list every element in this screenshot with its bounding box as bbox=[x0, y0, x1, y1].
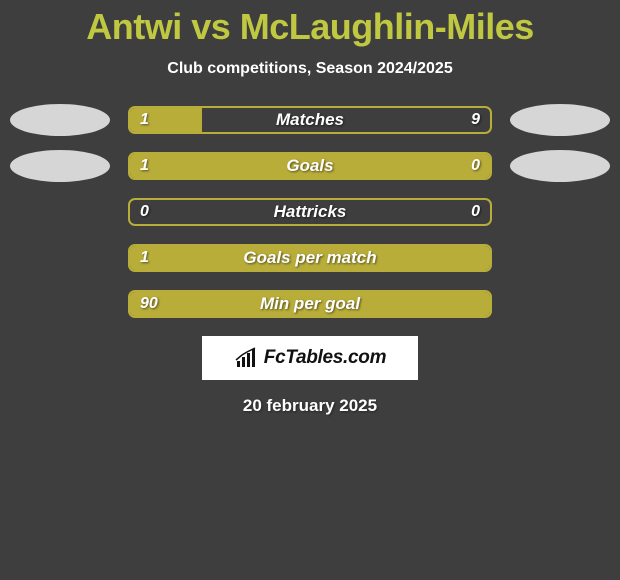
stat-bar: 1Goals per match bbox=[128, 244, 492, 272]
bar-chart-icon bbox=[234, 347, 258, 369]
stat-bar: 10Goals bbox=[128, 152, 492, 180]
stat-bar: 00Hattricks bbox=[128, 198, 492, 226]
player-avatar-right[interactable] bbox=[510, 150, 610, 182]
stat-label: Hattricks bbox=[130, 200, 490, 224]
stat-label: Min per goal bbox=[130, 292, 490, 316]
logo-text: FcTables.com bbox=[264, 347, 386, 369]
stat-row: 1Goals per match bbox=[0, 244, 620, 272]
player-avatar-left bbox=[10, 288, 110, 320]
player-avatar-left bbox=[10, 242, 110, 274]
player-avatar-right[interactable] bbox=[510, 104, 610, 136]
player-avatar-left[interactable] bbox=[10, 150, 110, 182]
date-text: 20 february 2025 bbox=[0, 396, 620, 416]
player-avatar-left[interactable] bbox=[10, 104, 110, 136]
comparison-widget: Antwi vs McLaughlin-Miles Club competiti… bbox=[0, 0, 620, 580]
stat-row: 19Matches bbox=[0, 106, 620, 134]
logo-box[interactable]: FcTables.com bbox=[202, 336, 418, 380]
stat-row: 00Hattricks bbox=[0, 198, 620, 226]
stat-bar: 19Matches bbox=[128, 106, 492, 134]
page-title: Antwi vs McLaughlin-Miles bbox=[0, 0, 620, 48]
player-avatar-left bbox=[10, 196, 110, 228]
stat-label: Goals bbox=[130, 154, 490, 178]
stat-label: Goals per match bbox=[130, 246, 490, 270]
stat-rows: 19Matches 10Goals 00Hattricks 1Goals per ma… bbox=[0, 106, 620, 318]
subtitle: Club competitions, Season 2024/2025 bbox=[0, 60, 620, 78]
stat-row: 90Min per goal bbox=[0, 290, 620, 318]
player-avatar-right bbox=[510, 242, 610, 274]
stat-bar: 90Min per goal bbox=[128, 290, 492, 318]
stat-row: 10Goals bbox=[0, 152, 620, 180]
player-avatar-right bbox=[510, 196, 610, 228]
player-avatar-right bbox=[510, 288, 610, 320]
stat-label: Matches bbox=[130, 108, 490, 132]
